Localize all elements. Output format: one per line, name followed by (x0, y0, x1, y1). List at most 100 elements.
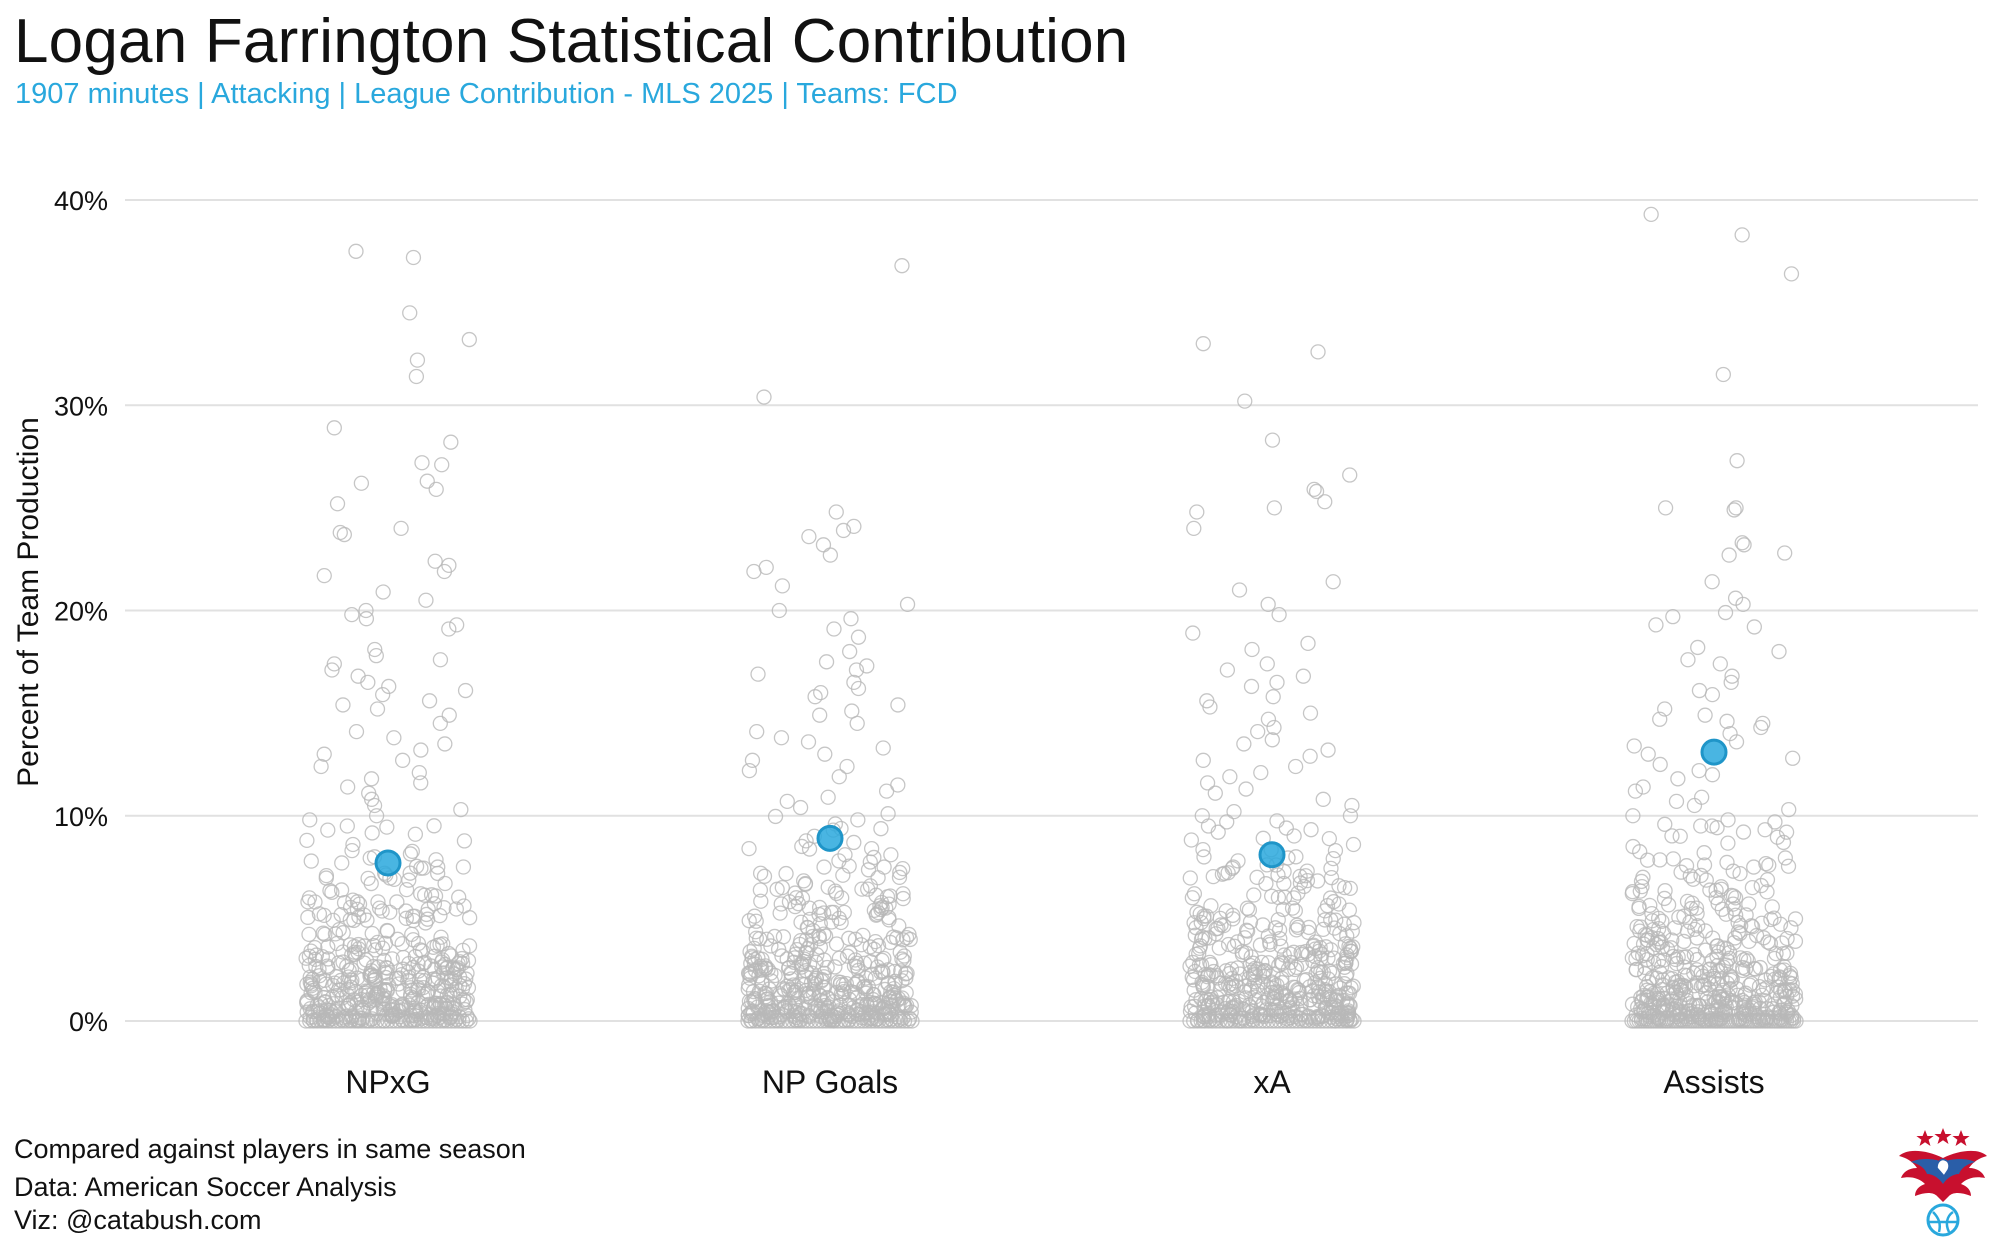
distribution-point (1271, 606, 1287, 623)
distribution-point (1625, 808, 1641, 824)
distribution-point (1265, 689, 1281, 705)
distribution-point (904, 1013, 920, 1029)
distribution-point (454, 1013, 471, 1029)
distribution-point (305, 1013, 322, 1029)
distribution-point (1676, 959, 1692, 975)
eagle-logo (1899, 1128, 1987, 1237)
distribution-point (746, 940, 762, 957)
distribution-point (1212, 1013, 1228, 1029)
distribution-point (335, 697, 351, 713)
distribution-point (1182, 870, 1198, 886)
distribution-point (416, 860, 432, 876)
distribution-point (816, 859, 832, 875)
distribution-point (747, 991, 763, 1007)
distribution-point (367, 641, 383, 658)
chart-plot: 0% 10% 20% 30% 40% NPxG NP Goals xA Assists Per… (12, 186, 1978, 1100)
distribution-point (414, 455, 430, 471)
distribution-point (1273, 938, 1289, 954)
distribution-point (850, 680, 867, 697)
distribution-point (320, 951, 336, 967)
distribution-point (1287, 758, 1304, 775)
distribution-point (899, 596, 916, 612)
distribution-point (333, 882, 350, 898)
distribution-point (1780, 858, 1797, 874)
distribution-point (855, 979, 872, 996)
distribution-point (434, 959, 450, 975)
distribution-point (299, 832, 315, 849)
distribution-point (878, 783, 895, 799)
distribution-point (1234, 1013, 1250, 1029)
distribution-point (1680, 652, 1696, 668)
distribution-point (785, 1013, 801, 1029)
distribution-point (1325, 850, 1341, 867)
distribution-point (1735, 959, 1751, 976)
distribution-point (1264, 1013, 1280, 1029)
distribution-point (1743, 975, 1760, 992)
distribution-point (1280, 961, 1296, 978)
y-tick-label: 0% (69, 1007, 108, 1037)
distribution-point (381, 997, 398, 1014)
distribution-point (348, 243, 364, 259)
distribution-point (1637, 966, 1653, 982)
distribution-point (298, 1013, 314, 1029)
distribution-point (1275, 1013, 1291, 1029)
distribution-point (1732, 950, 1749, 966)
distribution-point (369, 701, 386, 717)
distribution-point (1300, 635, 1316, 651)
distribution-point (1642, 983, 1659, 1000)
distribution-point (894, 258, 910, 274)
distribution-point (368, 648, 384, 664)
distribution-point (375, 687, 391, 703)
distribution-point (1634, 878, 1650, 895)
distribution-point (1338, 1013, 1355, 1029)
distribution-point (1728, 734, 1745, 750)
distribution-point (818, 654, 835, 670)
distribution-point (329, 987, 345, 1004)
distribution-point (419, 911, 436, 927)
distribution-point (436, 1013, 452, 1029)
distribution-point (1323, 1013, 1340, 1029)
distribution-point (405, 249, 422, 266)
distribution-point (1696, 845, 1712, 861)
distribution-point (1270, 889, 1287, 906)
star-icon (1916, 1130, 1934, 1146)
distribution-point (746, 563, 762, 580)
distribution-point (1290, 919, 1306, 936)
distribution-point (1209, 970, 1226, 986)
distribution-point (796, 951, 812, 967)
distribution-point (1657, 883, 1673, 899)
distribution-point (350, 668, 366, 684)
distribution-point (1693, 867, 1709, 884)
distribution-point (1288, 959, 1305, 976)
distribution-point (1342, 1013, 1358, 1029)
distribution-point (1772, 916, 1789, 932)
distribution-point (786, 954, 802, 970)
distribution-point (1778, 824, 1795, 840)
distribution-point (406, 1013, 422, 1029)
distribution-point (369, 1013, 385, 1029)
distribution-point (1228, 997, 1244, 1014)
distribution-point (1255, 917, 1271, 933)
distribution-point (447, 1013, 463, 1029)
distribution-point (744, 1013, 760, 1029)
distribution-point (1312, 1013, 1329, 1029)
distribution-point (1336, 879, 1353, 896)
distribution-point (1208, 1013, 1224, 1029)
distribution-point (850, 962, 866, 979)
distribution-point (814, 972, 831, 988)
distribution-point (1310, 960, 1326, 976)
distribution-point (432, 715, 448, 732)
distribution-point (1657, 701, 1673, 717)
distribution-point (1279, 1013, 1295, 1029)
distribution-point (449, 617, 465, 633)
distribution-point (1665, 851, 1681, 867)
distribution-point (788, 1013, 805, 1029)
distribution-point (308, 958, 324, 975)
distribution-point (866, 941, 882, 958)
distribution-point (1341, 938, 1357, 955)
distribution-point (807, 1013, 823, 1029)
distribution-point (1242, 957, 1258, 974)
distribution-point (1696, 857, 1713, 873)
distribution-point (1777, 984, 1793, 1000)
distribution-point (1729, 453, 1745, 469)
